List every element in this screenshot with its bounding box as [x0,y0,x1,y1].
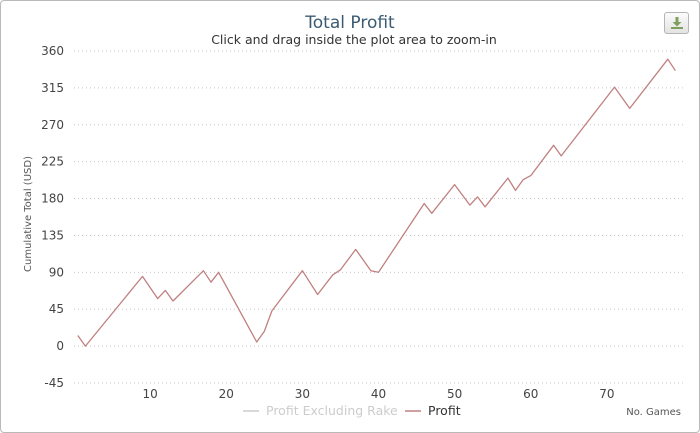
y-tick-label: 180 [41,192,64,206]
y-tick-label: 360 [41,44,64,58]
x-tick-label: 50 [447,387,462,401]
x-tick-label: 30 [295,387,310,401]
chart-title: Total Profit [304,13,395,33]
x-axis-ticks: 10 20 30 40 50 60 70 [142,387,614,401]
y-tick-label: 315 [41,81,64,95]
y-tick-label: 270 [41,118,64,132]
y-tick-label: 90 [49,265,64,279]
x-axis-label: No. Games [626,407,681,418]
x-tick-label: 70 [599,387,614,401]
y-tick-label: 45 [49,302,64,316]
legend: Profit Excluding Rake Profit [243,403,461,418]
x-tick-label: 60 [523,387,538,401]
y-axis-ticks: -45 0 45 90 135 180 225 270 315 360 [41,44,64,390]
x-tick-label: 10 [142,387,157,401]
y-tick-label: 135 [41,228,64,242]
series-line-1[interactable] [77,58,676,347]
x-tick-label: 20 [219,387,234,401]
grid-lines [74,50,683,384]
chart-subtitle: Click and drag inside the plot area to z… [211,32,497,47]
legend-item[interactable]: Profit Excluding Rake [266,403,398,418]
y-tick-label: 225 [41,155,64,169]
legend-item[interactable]: Profit [428,403,461,418]
y-tick-label: -45 [44,376,64,390]
series-layer [77,58,676,347]
y-axis-label: Cumulative Total (USD) [23,156,34,272]
download-icon [671,17,683,29]
export-button[interactable] [664,12,689,34]
x-tick-label: 40 [371,387,386,401]
y-tick-label: 0 [56,339,64,353]
